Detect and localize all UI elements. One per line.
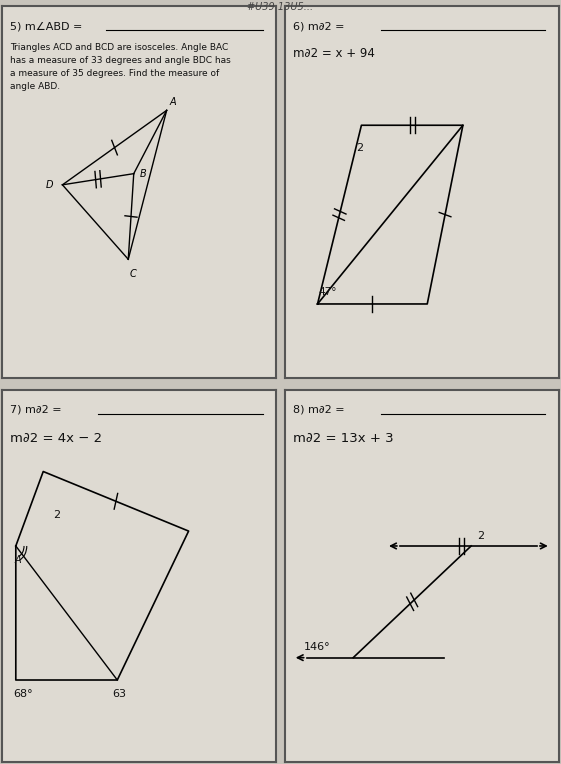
Text: B: B [139, 169, 146, 179]
Text: 5) m∠ABD =: 5) m∠ABD = [10, 21, 86, 31]
Text: A: A [169, 96, 176, 107]
Text: A: A [15, 555, 21, 565]
Text: m∂2 = 13x + 3: m∂2 = 13x + 3 [293, 432, 393, 445]
Text: 7) m∂2 =: 7) m∂2 = [10, 404, 66, 415]
Text: Triangles ACD and BCD are isosceles. Angle BAC
has a measure of 33 degrees and a: Triangles ACD and BCD are isosceles. Ang… [10, 44, 231, 91]
Text: 8) m∂2 =: 8) m∂2 = [293, 404, 348, 415]
Text: C: C [130, 269, 136, 279]
Text: 2: 2 [356, 144, 363, 154]
Text: 2: 2 [53, 510, 60, 520]
Text: 2: 2 [477, 530, 484, 540]
Text: #U39 13U5...: #U39 13U5... [247, 2, 314, 11]
Text: m∂2 = 4x − 2: m∂2 = 4x − 2 [10, 432, 103, 445]
Text: 68°: 68° [13, 689, 33, 699]
Text: 63: 63 [112, 689, 126, 699]
Text: m∂2 = x + 94: m∂2 = x + 94 [293, 47, 375, 60]
Text: 6) m∂2 =: 6) m∂2 = [293, 21, 348, 31]
Text: 146°: 146° [304, 643, 330, 652]
Text: D: D [45, 180, 53, 189]
Text: 47°: 47° [319, 286, 337, 296]
